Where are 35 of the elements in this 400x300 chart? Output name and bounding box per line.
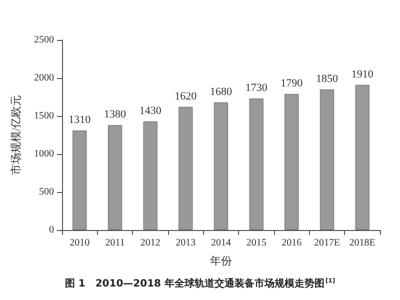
data-label: 1790 bbox=[280, 77, 304, 90]
bar bbox=[178, 106, 193, 230]
data-label: 1380 bbox=[104, 108, 126, 121]
bar bbox=[355, 84, 370, 230]
data-label: 1850 bbox=[316, 72, 338, 85]
data-label: 1430 bbox=[139, 104, 162, 117]
x-tick-label: 2010 bbox=[70, 238, 90, 248]
bar bbox=[72, 130, 87, 230]
y-axis-title: 市场规模/亿欧元 bbox=[10, 94, 22, 176]
data-label: 1310 bbox=[68, 114, 92, 126]
data-label: 1680 bbox=[210, 86, 232, 98]
x-tick-label: 2014 bbox=[211, 238, 231, 248]
y-tick-label: 500 bbox=[39, 186, 54, 198]
y-tick-label: 1000 bbox=[34, 148, 54, 160]
x-tick-label: 2013 bbox=[176, 238, 196, 248]
data-label: 1620 bbox=[174, 90, 198, 102]
x-tick-label: 2012 bbox=[140, 238, 160, 248]
y-tick-label: 1500 bbox=[34, 110, 54, 122]
data-label: 1730 bbox=[245, 82, 268, 94]
x-tick-label: 2011 bbox=[105, 238, 125, 248]
bar bbox=[284, 94, 299, 230]
x-tick-label: 2016 bbox=[282, 238, 302, 248]
x-tick-label: 2017E bbox=[314, 238, 340, 248]
y-tick-label: 2000 bbox=[34, 72, 54, 84]
bar bbox=[249, 98, 264, 230]
x-tick-label: 2015 bbox=[246, 238, 266, 248]
bar bbox=[320, 89, 334, 230]
x-tick-label: 2018E bbox=[349, 238, 376, 248]
y-tick-label: 2500 bbox=[34, 34, 54, 46]
bar bbox=[143, 121, 158, 230]
bar bbox=[214, 102, 228, 230]
bar bbox=[108, 125, 122, 230]
y-tick-label: 0 bbox=[49, 224, 54, 236]
data-label: 1910 bbox=[351, 68, 374, 80]
x-axis-title: 年份 bbox=[210, 256, 232, 268]
